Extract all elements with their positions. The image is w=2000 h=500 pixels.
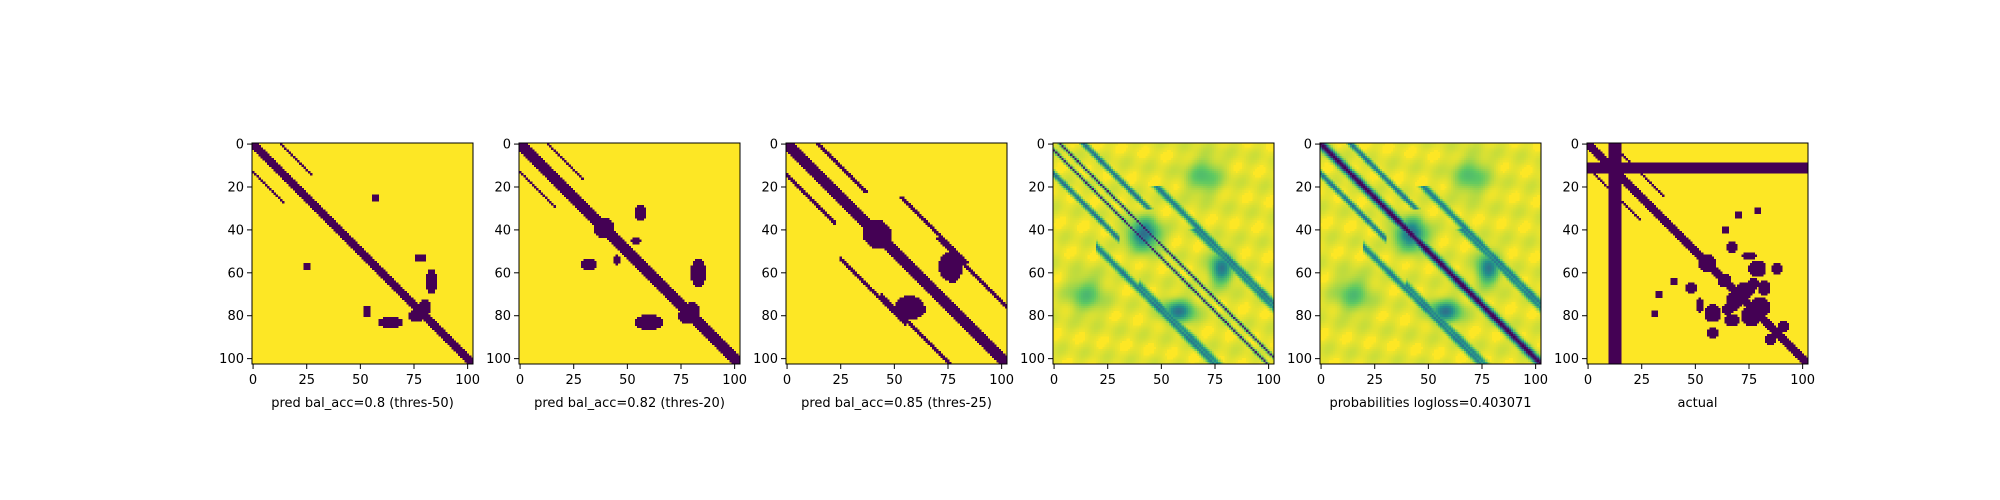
y-tick-label: 100 [486, 352, 511, 367]
y-tick-label: 0 [236, 138, 244, 153]
y-tick-label: 60 [227, 266, 244, 281]
heatmap-cell [865, 190, 868, 193]
y-tick-label: 40 [227, 223, 244, 238]
y-tick-label: 20 [761, 180, 778, 195]
x-tick-label: 75 [940, 373, 957, 388]
y-tick-label: 100 [219, 352, 244, 367]
y-tick-label: 60 [494, 266, 511, 281]
y-tick-label: 20 [494, 180, 511, 195]
heatmap-cell [419, 319, 422, 322]
heatmap-cell [915, 317, 918, 320]
y-tick-label: 0 [503, 138, 511, 153]
heatmap-cell [833, 222, 836, 225]
x-tick-label: 50 [619, 373, 636, 388]
heatmap-cell [592, 267, 595, 270]
y-tick-label: 60 [761, 266, 778, 281]
heatmap-cell [637, 242, 640, 245]
x-axis-label: pred bal_acc=0.85 (thres-25) [801, 396, 992, 411]
heatmap-cell [641, 218, 644, 221]
heatmap-cell [581, 177, 584, 180]
y-tick-label: 80 [761, 309, 778, 324]
heatmap-cell [396, 325, 399, 328]
heatmap-cell [432, 291, 435, 294]
heatmap-cell [310, 173, 313, 176]
heatmap-cell [654, 328, 657, 331]
x-tick-label: 0 [249, 373, 257, 388]
y-tick-label: 0 [770, 138, 778, 153]
y-tick-label: 100 [753, 352, 778, 367]
y-tick-label: 40 [494, 223, 511, 238]
x-tick-label: 50 [352, 373, 369, 388]
heatmap-cell [658, 325, 661, 328]
heatmap-cell [424, 259, 427, 262]
heatmap-cell [616, 263, 619, 266]
heatmap-panel-3: 0 25 50 75 100 0 20 40 60 80 100 pred bal_acc=0.85 … [753, 138, 1014, 411]
heatmap-cell [699, 285, 702, 288]
y-tick-label: 80 [494, 309, 511, 324]
x-tick-label: 100 [722, 373, 747, 388]
x-tick-label: 0 [516, 373, 524, 388]
y-tick-label: 40 [761, 223, 778, 238]
x-axis-label: pred bal_acc=0.8 (thres-50) [271, 396, 454, 411]
x-tick-label: 25 [565, 373, 582, 388]
x-axis-label: pred bal_acc=0.82 (thres-20) [534, 396, 725, 411]
heatmap-cell [308, 267, 311, 270]
x-tick-label: 25 [832, 373, 849, 388]
x-tick-label: 100 [989, 373, 1014, 388]
heatmap-cell [400, 323, 403, 326]
x-tick-label: 50 [886, 373, 903, 388]
heatmap-cell [368, 315, 371, 318]
y-tick-label: 20 [227, 180, 244, 195]
y-tick-label: 80 [227, 309, 244, 324]
heatmap-cell [919, 315, 922, 318]
x-tick-label: 25 [298, 373, 315, 388]
heatmap-cell [553, 205, 556, 208]
heatmap-cell [1130, 171, 1133, 174]
heatmap-cell [953, 280, 956, 283]
x-tick-label: 75 [406, 373, 423, 388]
x-tick-label: 75 [673, 373, 690, 388]
heatmap-cell [904, 323, 907, 326]
heatmap-panel-4: 0 25 50 75 100020406080100 [1020, 138, 1281, 388]
heatmap-cell [1165, 149, 1168, 152]
heatmap-cell [376, 199, 379, 202]
heatmap-cell [282, 201, 285, 204]
heatmap-panel-2: 0 25 50 75 100 0 20 40 60 80 100 pred bal_acc=0.82 … [486, 138, 747, 411]
x-tick-label: 100 [455, 373, 480, 388]
x-tick-label: 0 [783, 373, 791, 388]
